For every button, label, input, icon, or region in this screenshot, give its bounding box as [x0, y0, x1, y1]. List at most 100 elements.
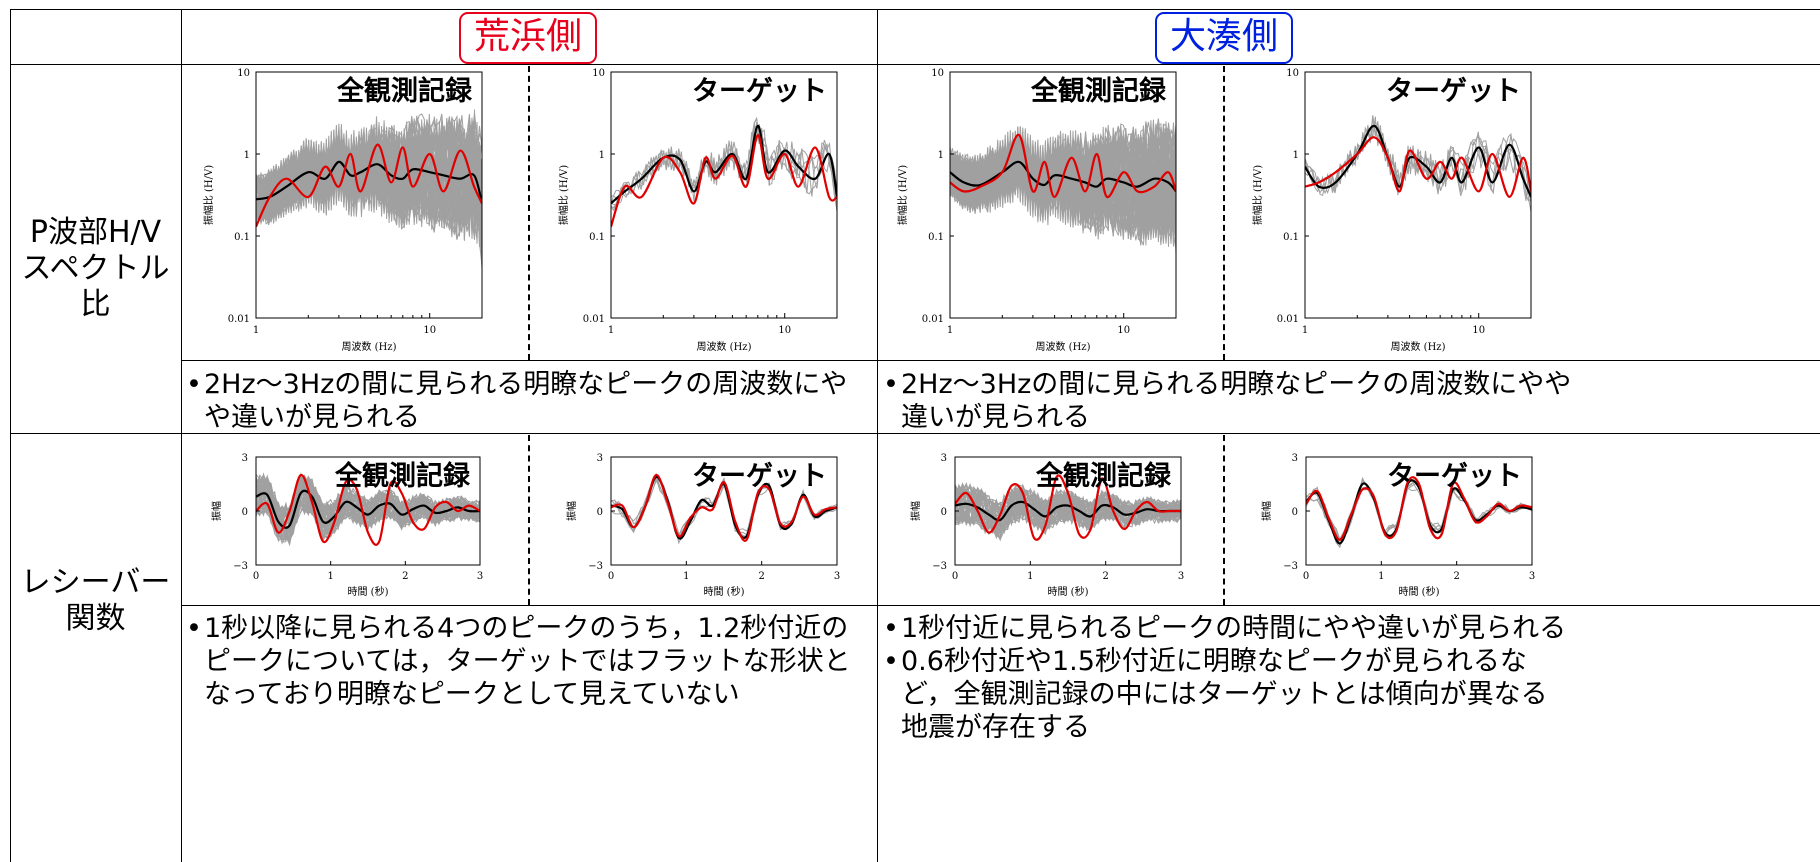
- gray-trace: [256, 473, 480, 534]
- x-tick-label: 0: [608, 571, 614, 582]
- y-tick-label: 1: [244, 150, 250, 161]
- gray-traces: [256, 472, 480, 547]
- y-axis-label: 振幅比 (H/V): [202, 165, 215, 225]
- y-axis-label: 振幅: [210, 501, 223, 521]
- x-tick-label: 2: [1102, 571, 1108, 582]
- x-tick-label: 3: [477, 571, 483, 582]
- comment-item: • 2Hz～3Hzの間に見られる明瞭なピークの周波数にやや違いが見られる: [883, 369, 1572, 433]
- y-tick-label: 0.1: [589, 232, 605, 243]
- target-line: [950, 133, 1176, 199]
- gray-trace: [955, 489, 1181, 534]
- x-tick-label: 0: [1303, 571, 1309, 582]
- mean-line: [256, 160, 482, 204]
- y-tick-label: 3: [941, 453, 947, 464]
- panel-separator: [528, 66, 530, 360]
- panel-title: ターゲット: [692, 461, 827, 492]
- target-line: [256, 473, 480, 546]
- panel-separator: [1223, 435, 1225, 605]
- y-tick-label: 0: [1292, 507, 1298, 518]
- comment-text: 2Hz～3Hzの間に見られる明瞭なピークの周波数にやや違いが見られる: [901, 369, 1572, 433]
- x-tick-label: 1: [1378, 571, 1384, 582]
- site-column-divider: [877, 9, 878, 862]
- comment-hv-ominato: • 2Hz～3Hzの間に見られる明瞭なピークの周波数にやや違いが見られる: [883, 368, 1573, 434]
- mean-line: [611, 124, 837, 205]
- x-tick-label: 1: [608, 325, 614, 336]
- x-tick-label: 2: [758, 571, 764, 582]
- y-tick-label: 0.1: [234, 232, 250, 243]
- x-axis-label: 周波数 (Hz): [342, 340, 397, 353]
- x-tick-label: 1: [327, 571, 333, 582]
- chart-rf-arahama-all: 3 0 −3 0 1 2 3 時間 (秒) 振幅 全観測記録: [210, 453, 483, 598]
- chart-rf-ominato-all: 3 0 −3 0 1 2 3 時間 (秒) 振幅 全観測記録: [909, 453, 1184, 598]
- y-axis-label: 振幅: [1260, 501, 1273, 521]
- gray-trace: [1305, 116, 1531, 212]
- y-tick-label: 0: [941, 507, 947, 518]
- row-label-hv: P波部H/V スペクトル比: [10, 215, 181, 323]
- header-ominato: 大湊側: [1155, 12, 1293, 64]
- x-tick-label: 3: [1529, 571, 1535, 582]
- comment-item: • 2Hz～3Hzの間に見られる明瞭なピークの周波数にやや違いが見られる: [186, 368, 872, 434]
- y-axis-label: 振幅比 (H/V): [557, 165, 570, 225]
- row-label-hv-line1: P波部H/V: [29, 215, 162, 250]
- gray-trace: [950, 126, 1176, 246]
- comment-text: 1秒付近に見られるピークの時間にやや違いが見られる: [901, 613, 1567, 644]
- gray-trace: [611, 116, 837, 211]
- comment-rf-ominato: • 1秒付近に見られるピークの時間にやや違いが見られる • 0.6秒付近や1.5秒付…: [883, 612, 1573, 744]
- x-axis-label: 時間 (秒): [1399, 585, 1440, 598]
- panel-title: ターゲット: [1386, 76, 1521, 107]
- row-divider: [10, 433, 1820, 434]
- mean-line: [950, 160, 1176, 193]
- x-axis-label: 周波数 (Hz): [1391, 340, 1446, 353]
- y-tick-label: 10: [931, 68, 944, 79]
- row-label-rf-line2: 関数: [65, 601, 126, 636]
- y-tick-label: 0.01: [1277, 314, 1299, 325]
- x-tick-label: 0: [952, 571, 958, 582]
- panel-title: 全観測記録: [334, 460, 471, 492]
- panel-title: ターゲット: [692, 76, 827, 107]
- panel-title: 全観測記録: [1030, 75, 1167, 107]
- gray-trace: [611, 122, 837, 205]
- x-tick-label: 1: [1027, 571, 1033, 582]
- y-tick-label: 0.1: [1283, 232, 1299, 243]
- x-tick-label: 0: [253, 571, 259, 582]
- x-tick-label: 2: [1453, 571, 1459, 582]
- mean-line: [1305, 124, 1531, 198]
- x-axis-label: 時間 (秒): [348, 585, 389, 598]
- x-tick-label: 1: [253, 325, 259, 336]
- x-tick-label: 1: [683, 571, 689, 582]
- gray-trace: [256, 477, 480, 538]
- y-axis-label: 振幅比 (H/V): [1251, 165, 1264, 225]
- y-axis-label: 振幅: [565, 501, 578, 521]
- target-line: [1306, 476, 1532, 541]
- x-tick-label: 10: [778, 325, 791, 336]
- comment-hv-arahama: • 2Hz～3Hzの間に見られる明瞭なピークの周波数にやや違いが見られる: [186, 368, 872, 434]
- x-tick-label: 2: [402, 571, 408, 582]
- gray-trace: [950, 129, 1176, 241]
- panel-title: ターゲット: [1387, 461, 1522, 492]
- target-line: [955, 474, 1181, 541]
- y-tick-label: −3: [588, 561, 603, 572]
- table-header-divider: [10, 64, 1820, 65]
- y-tick-label: 3: [1292, 453, 1298, 464]
- plot-frame: [1304, 71, 1532, 319]
- rf-comment-divider: [181, 605, 1820, 606]
- y-tick-label: 1: [1293, 150, 1299, 161]
- table-border-left: [10, 9, 11, 862]
- panel-separator: [1223, 66, 1225, 360]
- gray-trace: [1305, 116, 1531, 204]
- x-tick-label: 1: [947, 325, 953, 336]
- gray-trace: [256, 116, 482, 237]
- y-axis-label: 振幅比 (H/V): [896, 165, 909, 225]
- y-tick-label: 10: [237, 68, 250, 79]
- x-tick-label: 10: [423, 325, 436, 336]
- y-tick-label: 0.01: [583, 314, 605, 325]
- row-label-hv-line2: スペクトル比: [21, 251, 170, 322]
- target-line: [256, 143, 482, 228]
- x-tick-label: 1: [1302, 325, 1308, 336]
- y-tick-label: 1: [599, 150, 605, 161]
- x-tick-label: 3: [834, 571, 840, 582]
- gray-traces: [256, 109, 482, 270]
- plot-frame: [255, 71, 483, 319]
